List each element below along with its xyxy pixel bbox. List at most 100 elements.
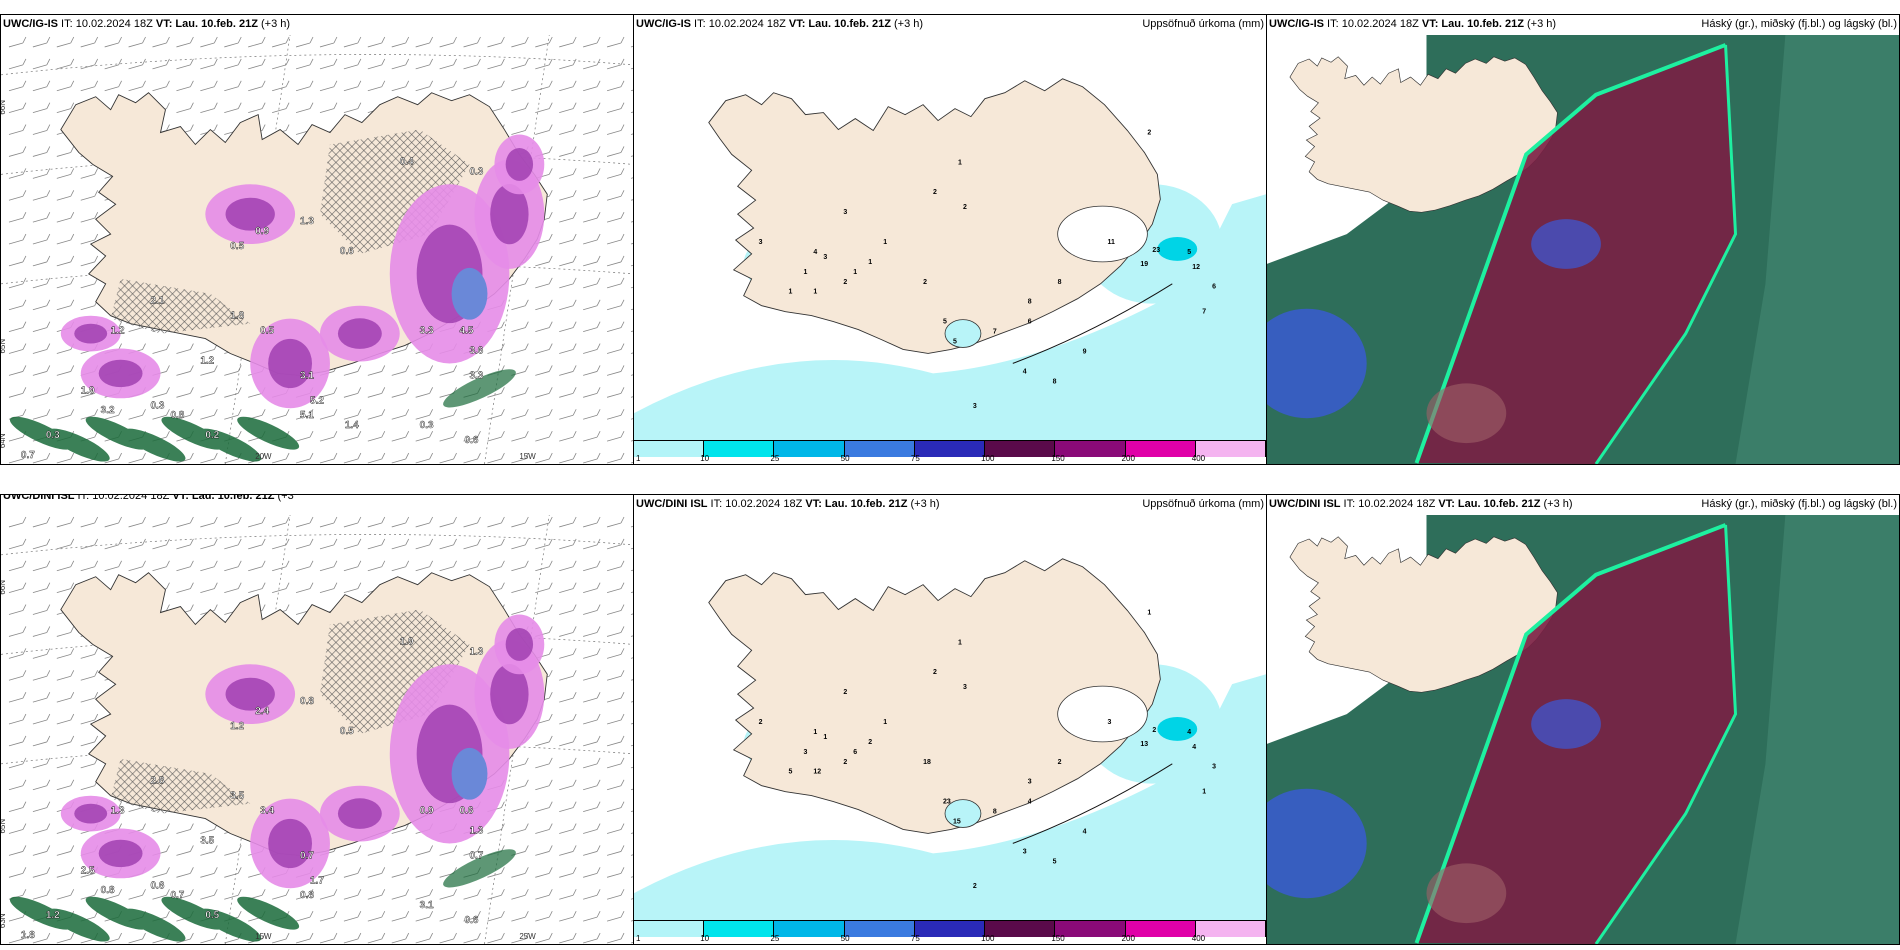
wind-barb-flag	[237, 80, 242, 87]
wind-barb	[559, 938, 574, 944]
wind-barb	[583, 653, 598, 659]
wind-barb	[200, 349, 215, 354]
wind-barb	[606, 894, 622, 900]
wind-barb-flag	[357, 560, 362, 567]
panel-title: UWC/DINI ISL IT: 10.02.2024 18Z VT: Lau.…	[636, 498, 940, 510]
wind-barb	[8, 86, 24, 92]
colorbar	[634, 920, 1266, 937]
accum-value-label: 7	[1202, 309, 1206, 316]
wind-barb-flag	[548, 823, 553, 830]
wind-barb-flag	[548, 932, 553, 940]
wind-barb	[32, 152, 47, 157]
accum-value-label: 15	[953, 818, 961, 825]
wind-barb	[583, 916, 598, 922]
accum-band	[634, 674, 1266, 920]
wind-barb	[439, 894, 454, 900]
wind-barb	[391, 64, 406, 70]
wind-barb	[391, 371, 406, 376]
wind-barb-flag	[118, 80, 122, 87]
wind-barb-flag	[309, 452, 314, 460]
wind-barb	[559, 392, 574, 398]
wind-barb	[583, 675, 598, 681]
wind-barb	[343, 414, 358, 420]
wind-barb	[8, 392, 24, 398]
panel-igis-cloud: UWC/IG-IS IT: 10.02.2024 18Z VT: Lau. 10…	[1266, 14, 1900, 465]
wind-barb-flag	[70, 168, 75, 175]
panel-title: UWC/DINI ISL IT: 10.02.2024 18Z VT: Lau.…	[3, 494, 294, 502]
precip-value-label: 3.4	[260, 806, 274, 817]
wind-barb-flag	[261, 889, 266, 896]
low-cloud-patch	[1267, 308, 1367, 419]
accum-value-label: 4	[1028, 799, 1032, 806]
wind-barb-flag	[620, 387, 625, 394]
precip-value-label: 0.5	[230, 241, 244, 252]
wind-barb	[200, 522, 215, 528]
wind-barb-flag	[524, 582, 529, 589]
wind-barb-flag	[46, 932, 51, 940]
wind-barb-flag	[620, 932, 625, 940]
wind-barb-flag	[118, 801, 122, 808]
accum-value-label: 1	[813, 729, 817, 736]
wind-barb-flag	[22, 452, 27, 460]
wind-barb-flag	[166, 889, 170, 896]
colorbar-swatch	[914, 921, 986, 937]
cloud-map	[1267, 35, 1899, 464]
wind-barb	[152, 349, 167, 354]
wind-barb-flag	[596, 889, 601, 896]
wind-barb-flag	[596, 211, 601, 219]
wind-barb	[463, 414, 478, 420]
precip-value-label: 0.3	[151, 400, 165, 411]
wind-barb	[463, 371, 478, 376]
wind-barb-flag	[524, 343, 529, 350]
wind-barb-flag	[548, 277, 553, 285]
wind-barb	[606, 785, 622, 791]
wind-barb-flag	[309, 80, 314, 87]
wind-barb-flag	[453, 889, 457, 896]
wind-barb	[343, 588, 358, 594]
wind-barb	[8, 42, 24, 48]
wind-barb-flag	[477, 845, 481, 852]
wind-barb	[463, 42, 478, 48]
wind-barb-flag	[285, 409, 290, 416]
wind-barb	[56, 719, 71, 725]
wind-barb-flag	[524, 823, 529, 830]
wind-barb-flag	[22, 190, 27, 197]
wind-barb	[176, 349, 191, 354]
wind-barb	[583, 851, 598, 856]
wind-barb-flag	[501, 36, 505, 44]
wind-barb	[559, 632, 574, 637]
precip-value-label: 3.5	[200, 835, 214, 846]
wind-barb-flag	[46, 691, 51, 699]
wind-barb-flag	[596, 670, 601, 677]
wind-barb-flag	[46, 190, 51, 197]
wind-barb	[295, 916, 311, 922]
wind-barb-flag	[190, 604, 194, 611]
wind-barb	[8, 916, 24, 922]
wind-barb	[415, 938, 430, 944]
colorbar-tick-label: 75	[910, 934, 920, 943]
wind-barb-flag	[166, 845, 170, 852]
accum-value-label: 3	[843, 209, 847, 216]
wind-barb-flag	[548, 255, 553, 263]
wind-barb	[415, 86, 430, 92]
precip-value-label: 2.4	[255, 706, 269, 717]
wind-barb-flag	[118, 36, 122, 44]
wind-barb	[511, 305, 526, 311]
wind-barb-flag	[405, 365, 410, 372]
wind-barb	[8, 152, 24, 157]
wind-barb-flag	[166, 910, 170, 918]
wind-barb	[200, 414, 215, 420]
wind-barb	[319, 522, 335, 528]
wind-barb-flag	[22, 823, 27, 830]
glacier-outline	[1012, 763, 1173, 844]
wind-barb-flag	[285, 516, 290, 524]
wind-barb	[343, 392, 358, 398]
precip-value-label: 0.3	[470, 166, 484, 177]
wind-barb-flag	[333, 430, 338, 438]
wind-barb-flag	[309, 36, 314, 44]
wind-barb	[606, 152, 622, 157]
wind-barb	[415, 544, 430, 550]
wind-barb	[583, 697, 598, 703]
